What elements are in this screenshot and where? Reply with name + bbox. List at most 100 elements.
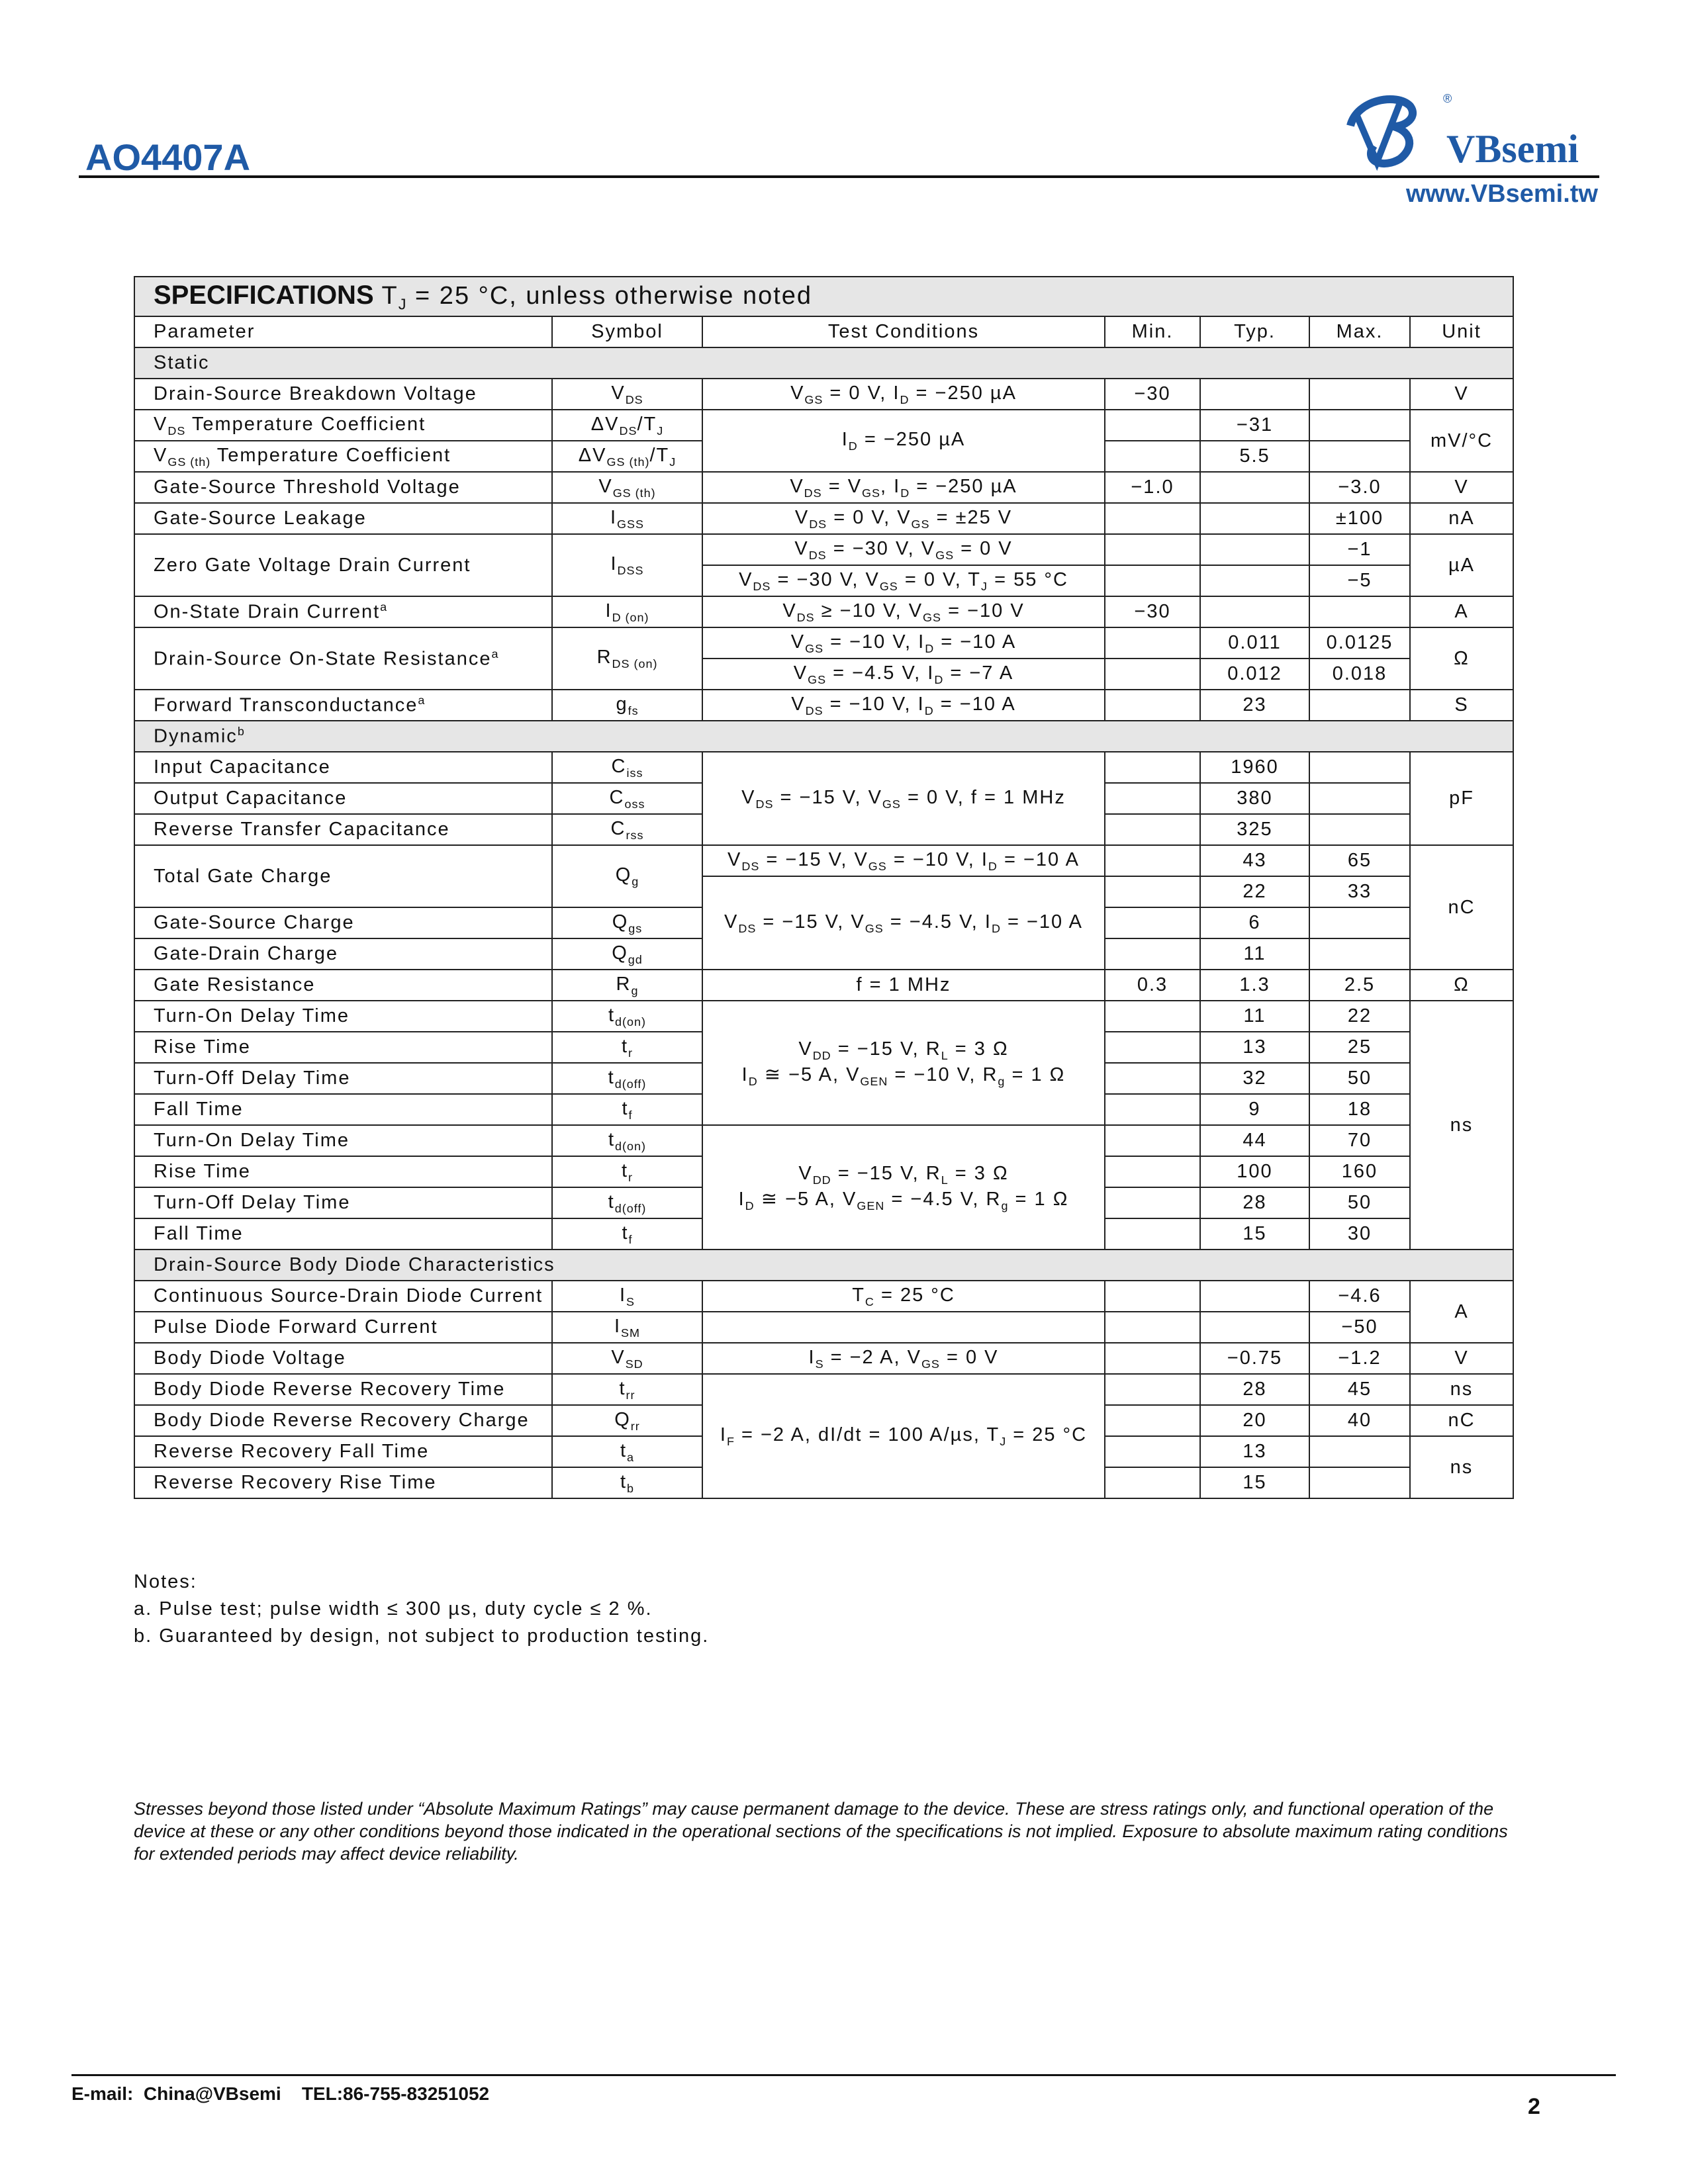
cell-max bbox=[1309, 689, 1411, 721]
cell-parameter: Reverse Recovery Rise Time bbox=[134, 1467, 553, 1499]
cell-min bbox=[1104, 1467, 1201, 1499]
logo-text: VBsemi bbox=[1446, 127, 1579, 171]
cell-symbol: IS bbox=[551, 1280, 703, 1312]
cell-max bbox=[1309, 938, 1411, 970]
table-row: Forward Transconductancea gfs VDS = −10 V,… bbox=[134, 689, 1514, 721]
cell-symbol: Qrr bbox=[551, 1404, 703, 1437]
cell-max: 0.018 bbox=[1309, 658, 1411, 690]
table-row: Body Diode Voltage VSD IS = −2 A, VGS = 0 … bbox=[134, 1342, 1514, 1375]
cell-max bbox=[1309, 378, 1411, 410]
cell-symbol: tr bbox=[551, 1031, 703, 1064]
cell-max: 30 bbox=[1309, 1218, 1411, 1250]
cell-symbol: RDS (on) bbox=[551, 627, 703, 690]
cell-max: −4.6 bbox=[1309, 1280, 1411, 1312]
cell-min bbox=[1104, 1187, 1201, 1219]
cell-typ: 15 bbox=[1199, 1467, 1310, 1499]
cell-conditions: TC = 25 °C bbox=[702, 1280, 1105, 1312]
disclaimer: Stresses beyond those listed under “Abso… bbox=[134, 1799, 1508, 1864]
cell-max: ±100 bbox=[1309, 502, 1411, 535]
cell-conditions: VGS = −10 V, ID = −10 A bbox=[702, 627, 1105, 659]
cell-max bbox=[1309, 1435, 1411, 1468]
table-row: On-State Drain Currenta ID (on) VDS ≥ −10 … bbox=[134, 596, 1514, 628]
table-row: Body Diode Reverse Recovery Charge Qrr 20 4… bbox=[134, 1404, 1514, 1437]
cell-symbol: ISM bbox=[551, 1311, 703, 1343]
cell-conditions: IS = −2 A, VGS = 0 V bbox=[702, 1342, 1105, 1375]
table-row: Gate-Drain Charge Qgd 11 bbox=[134, 938, 1513, 970]
table-row: Continuous Source-Drain Diode Current IS T… bbox=[134, 1280, 1514, 1343]
cell-symbol: tb bbox=[551, 1467, 703, 1499]
cell-symbol: td(on) bbox=[551, 1000, 703, 1032]
cell-conditions: VDS ≥ −10 V, VGS = −10 V bbox=[702, 596, 1105, 628]
cell-unit: mV/°C bbox=[1409, 409, 1514, 473]
cell-min bbox=[1104, 1000, 1201, 1032]
column-header: Typ. bbox=[1199, 316, 1310, 348]
table-row: Drain-Source On-State Resistancea RDS (on… bbox=[134, 627, 1514, 690]
cell-unit: A bbox=[1409, 1280, 1514, 1343]
cell-typ bbox=[1199, 596, 1310, 628]
cell-parameter: Input Capacitance bbox=[134, 751, 553, 784]
cell-min bbox=[1104, 440, 1201, 473]
cell-unit: ns bbox=[1409, 1373, 1514, 1406]
cell-min bbox=[1104, 1342, 1201, 1375]
cell-max bbox=[1309, 751, 1411, 784]
cell-min bbox=[1104, 1156, 1201, 1188]
cell-typ: −0.75 bbox=[1199, 1342, 1310, 1375]
cell-typ: 100 bbox=[1199, 1156, 1310, 1188]
cell-typ: 1.3 bbox=[1199, 969, 1310, 1001]
cell-max: 22 bbox=[1309, 1000, 1411, 1032]
cell-symbol: ta bbox=[551, 1435, 703, 1468]
cell-symbol: td(off) bbox=[551, 1187, 703, 1219]
table-row: Gate-Source Threshold Voltage VGS (th) VDS… bbox=[134, 471, 1514, 504]
cell-conditions: f = 1 MHz bbox=[702, 969, 1105, 1001]
cell-min bbox=[1104, 1435, 1201, 1468]
cell-conditions: VDS = −15 V, VGS = −10 V, ID = −10 A bbox=[702, 844, 1105, 877]
cell-parameter: Turn-Off Delay Time bbox=[134, 1187, 553, 1219]
cell-min: 0.3 bbox=[1104, 969, 1201, 1001]
cell-parameter: Body Diode Reverse Recovery Time bbox=[134, 1373, 553, 1406]
section-header: Static bbox=[134, 347, 1514, 379]
table-row: VDS = −30 V, VGS = 0 V, TJ = 55 °C −5 bbox=[134, 565, 1513, 597]
cell-conditions: VDS = VGS, ID = −250 µA bbox=[702, 471, 1105, 504]
cell-conditions bbox=[702, 1311, 1105, 1343]
cell-max: 40 bbox=[1309, 1404, 1411, 1437]
cell-parameter: Body Diode Voltage bbox=[134, 1342, 553, 1375]
cell-symbol: Qgd bbox=[551, 938, 703, 970]
table-row: Reverse Recovery Fall Time ta 13 ns bbox=[134, 1435, 1514, 1499]
table-row: Output Capacitance Coss 380 bbox=[134, 782, 1513, 815]
cell-symbol: ΔVGS (th)/TJ bbox=[551, 440, 703, 473]
table-row: VDS = −15 V, VGS = −4.5 V, ID = −10 A 22 3… bbox=[134, 876, 1513, 970]
cell-unit: µA bbox=[1409, 533, 1514, 597]
cell-symbol: tr bbox=[551, 1156, 703, 1188]
cell-parameter: Drain-Source Breakdown Voltage bbox=[134, 378, 553, 410]
cell-max: 70 bbox=[1309, 1124, 1411, 1157]
cell-typ: 11 bbox=[1199, 1000, 1310, 1032]
cell-max bbox=[1309, 907, 1411, 939]
specifications-heading: SPECIFICATIONS TJ = 25 °C, unless otherw… bbox=[134, 276, 1514, 317]
cell-max: −50 bbox=[1309, 1311, 1411, 1343]
cell-parameter: Rise Time bbox=[134, 1031, 553, 1064]
cell-parameter: Fall Time bbox=[134, 1093, 553, 1126]
spec-condition: TJ = 25 °C, unless otherwise noted bbox=[381, 281, 813, 313]
cell-unit: V bbox=[1409, 378, 1514, 410]
cell-conditions: VDD = −15 V, RL = 3 Ω ID ≅ −5 A, VGEN = −… bbox=[702, 1124, 1105, 1250]
cell-symbol: Crss bbox=[551, 813, 703, 846]
cell-symbol: IDSS bbox=[551, 533, 703, 597]
table-row: VGS = −4.5 V, ID = −7 A 0.012 0.018 bbox=[134, 658, 1513, 690]
cell-min bbox=[1104, 1031, 1201, 1064]
cell-min bbox=[1104, 876, 1201, 908]
cell-min bbox=[1104, 502, 1201, 535]
cell-parameter: Zero Gate Voltage Drain Current bbox=[134, 533, 553, 597]
website-link[interactable]: www.VBsemi.tw bbox=[1406, 180, 1598, 208]
column-header: Test Conditions bbox=[702, 316, 1105, 348]
table-row: Turn-On Delay Time td(on) VDD = −15 V, RL … bbox=[134, 1000, 1514, 1250]
cell-typ: 0.012 bbox=[1199, 658, 1310, 690]
table-row: Fall Time tf 15 30 bbox=[134, 1218, 1513, 1250]
cell-symbol: td(off) bbox=[551, 1062, 703, 1095]
cell-unit: pF bbox=[1409, 751, 1514, 846]
cell-min bbox=[1104, 533, 1201, 566]
cell-parameter: Gate-Drain Charge bbox=[134, 938, 553, 970]
cell-typ: 13 bbox=[1199, 1031, 1310, 1064]
cell-typ bbox=[1199, 502, 1310, 535]
cell-parameter: On-State Drain Currenta bbox=[134, 596, 553, 628]
cell-symbol: IGSS bbox=[551, 502, 703, 535]
